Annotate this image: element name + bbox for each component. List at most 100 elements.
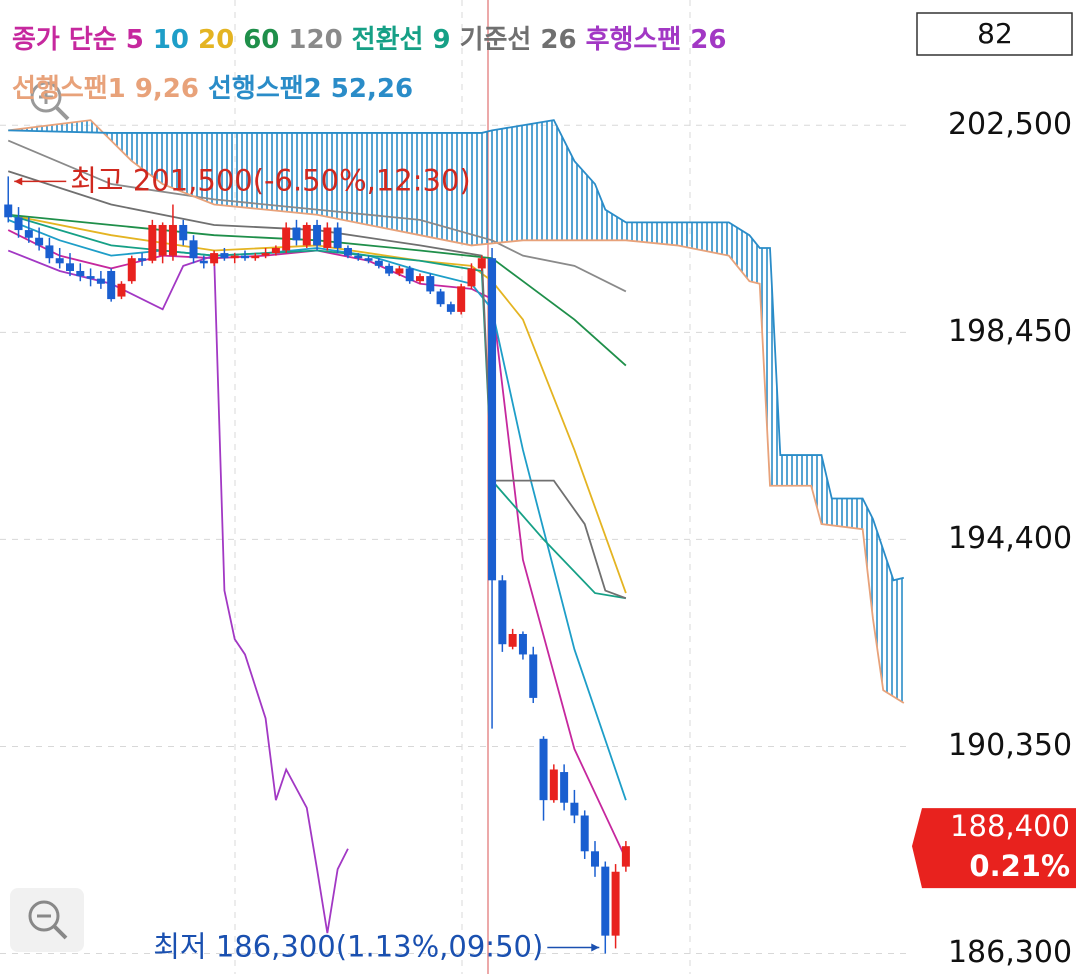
candle-body [323, 227, 332, 248]
legend: 종가 단순 5 10 20 60 120 전환선 9 기준선 26 후행스팬 26 [12, 25, 727, 55]
indicator-line [8, 119, 905, 582]
candle-body [477, 258, 486, 269]
candle-body [385, 265, 394, 274]
min-arrow-head [591, 943, 600, 952]
y-tick-label: 190,350 [948, 728, 1072, 763]
candle-body [179, 224, 188, 241]
candle-body [302, 224, 311, 246]
candle-body [313, 224, 322, 246]
candle-body [364, 258, 373, 261]
zoom-in-button[interactable] [30, 81, 70, 121]
overlay: 82 202,500 198,450 194,400 190,350 186,300 종가… [10, 12, 1076, 970]
candle-body [4, 204, 13, 218]
candle-body [457, 286, 466, 312]
candle-body [271, 247, 280, 254]
candle-body [230, 255, 239, 259]
candle-body [416, 276, 424, 282]
price-tag-label: 188,400 [950, 809, 1070, 843]
change-label: 0.21% [969, 849, 1070, 883]
max-label: 최고 201,500(-6.50%,12:30) [70, 163, 471, 197]
badge-box [916, 12, 1073, 56]
candle-body [292, 227, 301, 241]
candle-body [45, 245, 54, 259]
candle-body [148, 224, 157, 261]
candle-body [24, 230, 33, 238]
indicator-line [7, 229, 627, 860]
legend-entry: 10 [153, 25, 189, 55]
candle-body [168, 224, 177, 256]
legend-title: 종가 단순 [12, 25, 117, 55]
price-tag [912, 808, 1076, 889]
candle-body [127, 258, 136, 282]
candle-body [498, 580, 507, 645]
candle-body [488, 258, 497, 581]
candle-body [374, 260, 383, 266]
candle-body [549, 769, 558, 801]
candle-body [591, 851, 599, 867]
candle-body [611, 871, 620, 936]
candle-body [508, 633, 517, 647]
candle-body [539, 738, 548, 801]
y-tick-label: 194,400 [948, 521, 1072, 556]
candle-body [199, 260, 208, 264]
candle-body [518, 633, 527, 655]
candle-body [86, 276, 95, 279]
candle-body [158, 224, 167, 256]
candle-body [117, 283, 126, 297]
candle-body [220, 253, 229, 259]
candle-body [580, 815, 589, 852]
candle-body [96, 278, 105, 284]
candle-body [66, 263, 74, 271]
candle-body [354, 255, 363, 259]
candle-body [529, 654, 538, 698]
indicator-line [8, 213, 627, 367]
y-tick-label: 186,300 [948, 935, 1072, 970]
legend-entry: 5 [126, 25, 144, 55]
candle-body [261, 253, 270, 256]
legend-entry: 20 [198, 25, 234, 55]
candle-body [107, 270, 116, 300]
candle-body [601, 866, 610, 936]
candle-body [560, 772, 569, 803]
cloud [8, 120, 904, 704]
y-tick-label: 202,500 [948, 107, 1072, 142]
legend-entry: 전환선 9 [352, 25, 451, 55]
legend-entry: 120 [288, 25, 342, 55]
candle-body [76, 270, 85, 277]
legend: 선행스팬1 9,26 선행스팬2 52,26 [12, 74, 413, 104]
candle-body [210, 253, 219, 264]
badge: 82 [977, 17, 1013, 50]
candle-body [251, 255, 260, 259]
candle-body [35, 237, 44, 246]
candle-body [446, 304, 455, 312]
indicator-line [7, 139, 627, 293]
candle-body [333, 227, 342, 248]
candle-body [426, 276, 435, 292]
candle-body [14, 217, 23, 231]
candle-body [436, 291, 445, 305]
plot [4, 119, 905, 954]
indicator-line [7, 249, 349, 934]
legend-entry: 기준선 26 [460, 25, 577, 55]
candle-body [467, 268, 476, 287]
candle-body [621, 846, 630, 867]
max-arrow-head [14, 177, 23, 186]
zoom-out-button[interactable] [10, 888, 84, 952]
candle-body [138, 258, 147, 261]
candle-body [395, 268, 404, 274]
indicator-line [7, 219, 627, 801]
y-tick-label: 198,450 [948, 314, 1072, 349]
legend-entry: 후행스팬 26 [586, 25, 727, 55]
candle-body [343, 247, 352, 256]
candle-body [55, 258, 64, 264]
candle-body [570, 802, 579, 816]
candle-body [405, 268, 414, 282]
legend-entry: 60 [243, 25, 279, 55]
legend-entry: 선행스팬2 52,26 [208, 74, 413, 104]
candle-body [241, 255, 249, 259]
candle-body [189, 240, 198, 259]
indicator-line [8, 119, 905, 704]
legend-entry: 선행스팬1 9,26 [12, 74, 199, 104]
